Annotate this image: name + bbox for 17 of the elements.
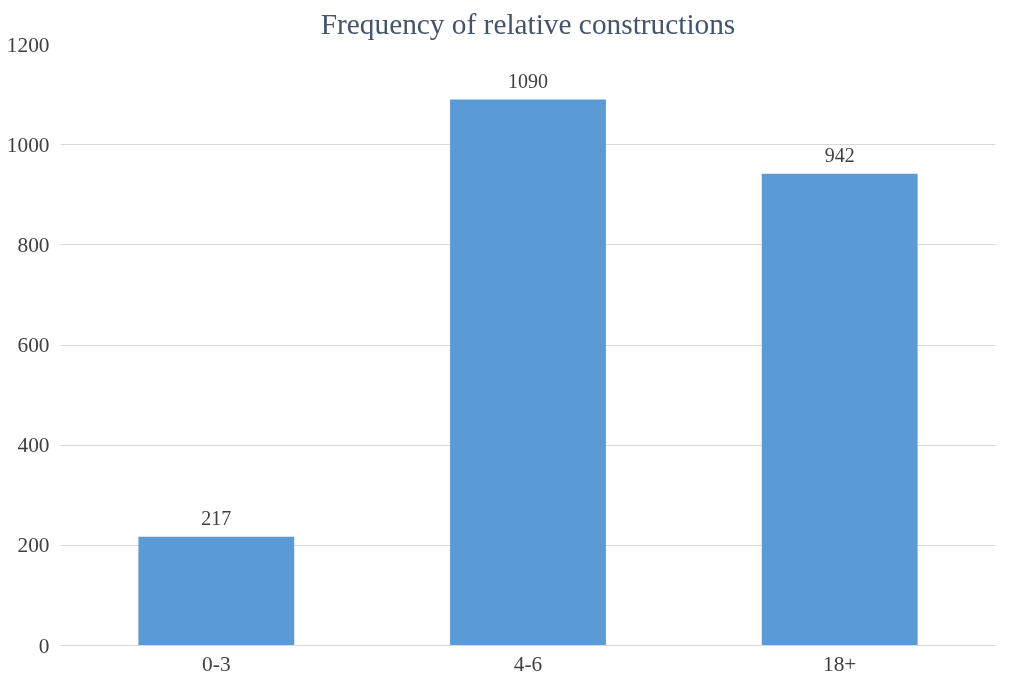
- bar: [450, 99, 606, 646]
- y-tick-label: 800: [17, 232, 50, 257]
- y-tick-label: 1000: [6, 132, 50, 157]
- y-tick-label: 600: [17, 333, 50, 357]
- x-tick-label: 4-6: [513, 651, 543, 676]
- x-tick-label: 18+: [822, 651, 857, 676]
- data-label: 217: [201, 506, 232, 529]
- bar: [761, 173, 918, 646]
- y-tick-label: 0: [38, 633, 50, 658]
- y-tick-label: 1200: [6, 32, 50, 57]
- data-label: 1090: [508, 69, 548, 92]
- y-tick-label: 200: [17, 533, 50, 558]
- y-tick-label: 400: [17, 433, 50, 458]
- x-tick-label: 0-3: [202, 651, 231, 676]
- chart-title: Frequency of relative constructions: [320, 7, 736, 40]
- data-label: 942: [824, 143, 855, 166]
- bar: [138, 536, 295, 646]
